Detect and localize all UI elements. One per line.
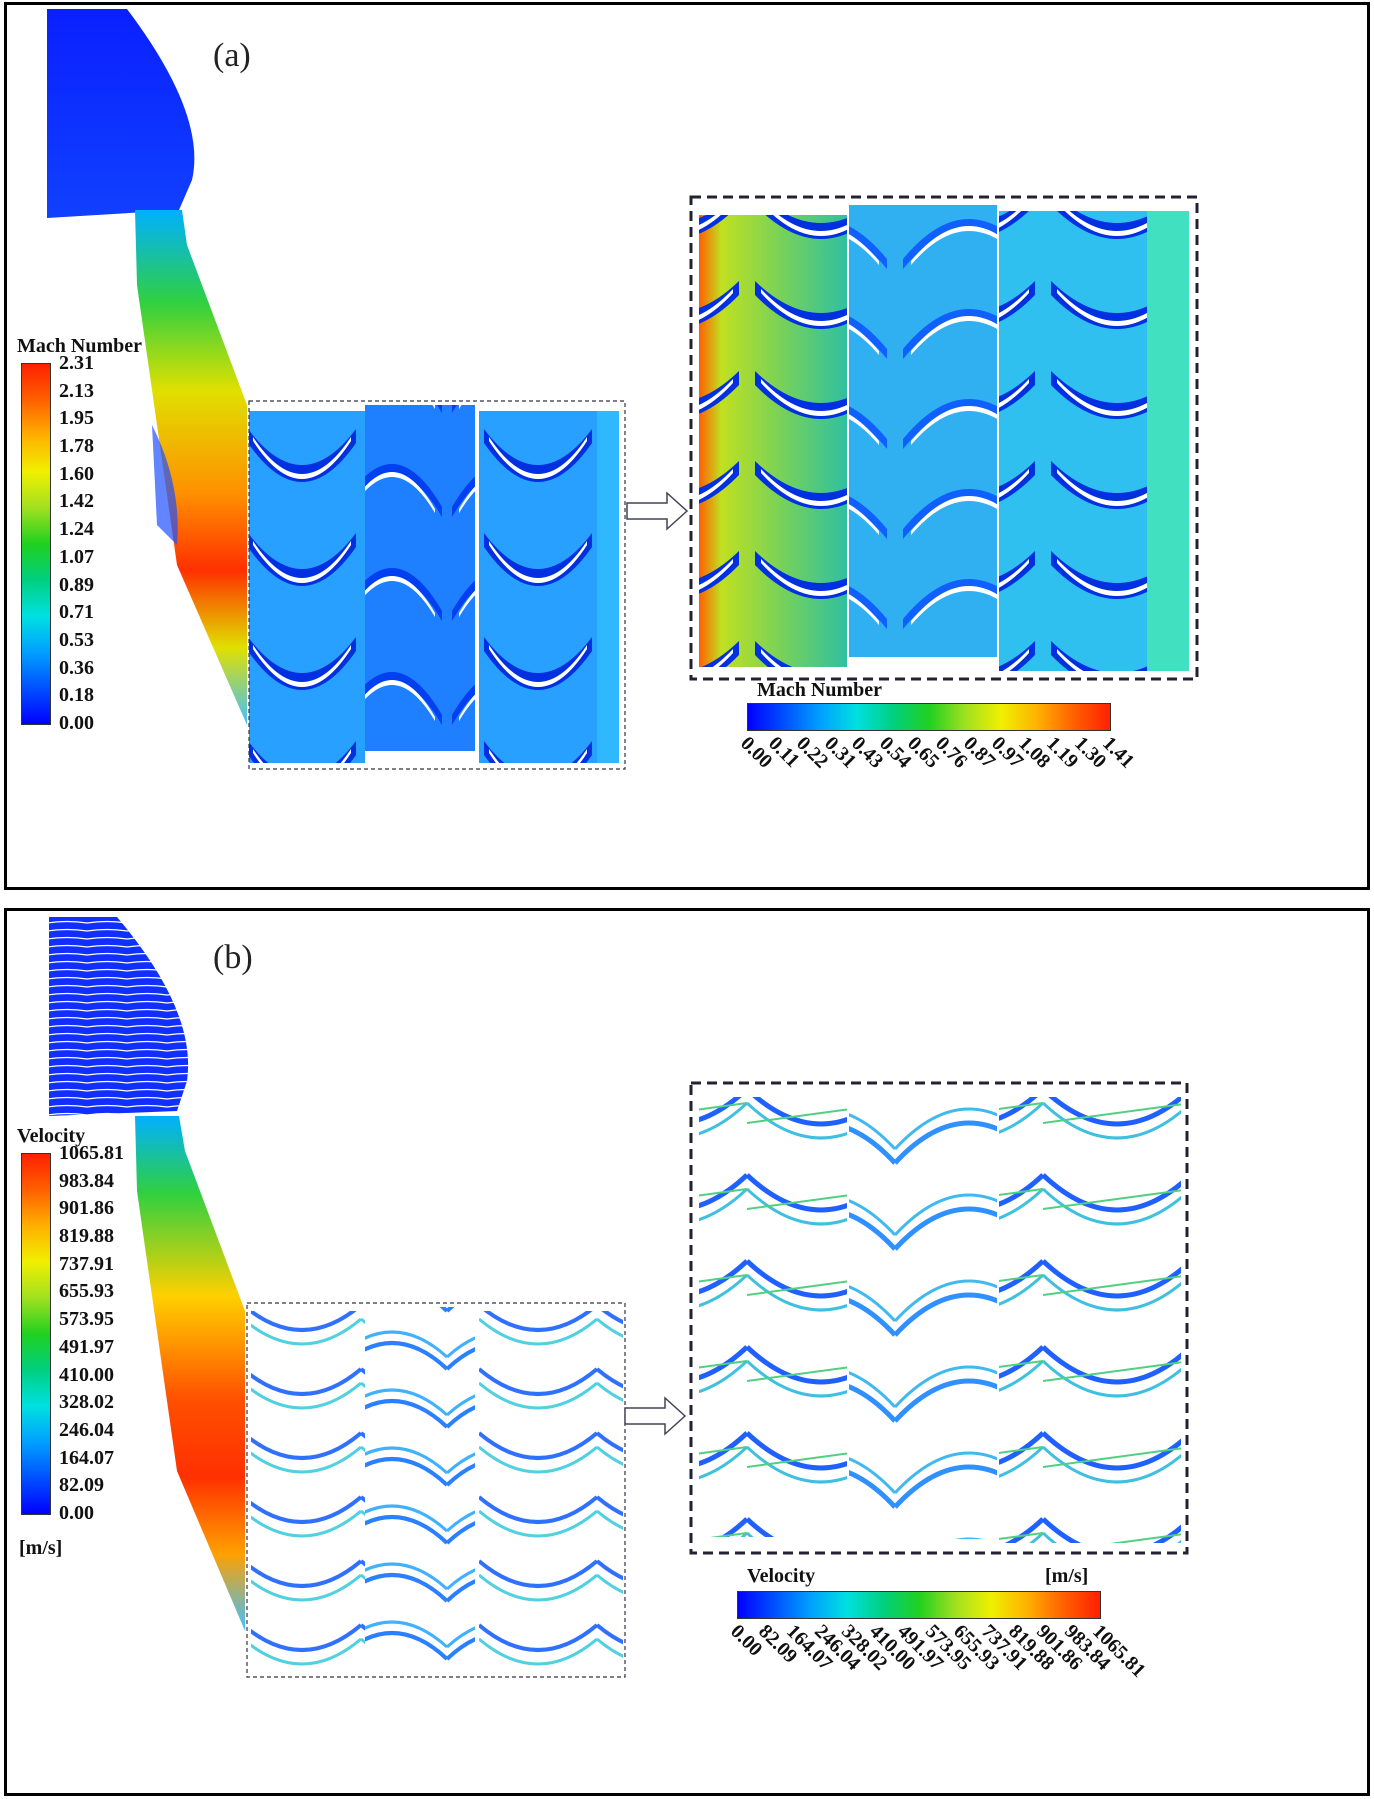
zoom-legend-title-velocity: Velocity [747, 1565, 816, 1587]
zoom-legend-unit: [m/s] [1045, 1565, 1089, 1587]
velocity-streamline-plot [49, 917, 1189, 1678]
streamline-cascade [251, 1307, 623, 1671]
mach-contour-plot [47, 9, 1199, 770]
colorbar-tick-label: 0.00 [59, 712, 94, 734]
zoom-legend-title-mach: Mach Number [757, 679, 882, 701]
colorbar-tick-label: 328.02 [59, 1391, 114, 1414]
colorbar-tick-label: 1.42 [59, 490, 94, 513]
zoomed-view-frame-b [689, 1081, 1189, 1555]
legend-title-velocity: Velocity [17, 1125, 86, 1147]
colorbar-tick-label: 1065.81 [59, 1142, 124, 1164]
colorbar-tick-label: 573.95 [59, 1308, 114, 1331]
zoom-region-box-b [246, 1302, 626, 1678]
colorbar-tick-label: 0.36 [59, 656, 94, 679]
colorbar-tick-label: 2.13 [59, 379, 94, 402]
colorbar-tick-label: 1.07 [59, 545, 94, 568]
legend-title-mach: Mach Number [17, 335, 142, 357]
colorbar-tick-label: 0.00 [59, 1502, 94, 1524]
colorbar-tick-label: 655.93 [59, 1280, 114, 1303]
colorbar-tick-label: 901.86 [59, 1197, 114, 1220]
colorbar-tick-label: 1.24 [59, 518, 94, 541]
zoomed-streamlines [699, 1091, 1181, 1543]
inlet-streamlines [49, 917, 189, 1116]
colorbar-mach [21, 363, 51, 725]
colorbar-tick-label: 1.78 [59, 435, 94, 458]
zoom-arrow-b [624, 1396, 687, 1436]
colorbar-tick-label: 82.09 [59, 1474, 104, 1497]
zoomed-cascade [699, 205, 1189, 671]
panel-a-mach-number: (a) [4, 2, 1370, 890]
colorbar-tick-label: 0.18 [59, 684, 94, 707]
zoom-colorbar-mach [747, 703, 1111, 731]
colorbar-velocity [21, 1153, 51, 1515]
panel-b-velocity: (b) [4, 908, 1370, 1796]
zoom-colorbar-velocity [737, 1591, 1101, 1619]
colorbar-tick-label: 1.95 [59, 407, 94, 430]
colorbar-tick-label: 0.53 [59, 628, 94, 651]
zoomed-view-frame [689, 195, 1199, 681]
colorbar-tick-label: 164.07 [59, 1446, 114, 1469]
colorbar-tick-label: 2.31 [59, 352, 94, 374]
colorbar-tick-label: 410.00 [59, 1363, 114, 1386]
colorbar-tick-label: 0.71 [59, 601, 94, 624]
colorbar-tick-label: 246.04 [59, 1418, 114, 1441]
inlet-chamber [47, 9, 195, 218]
zoom-arrow [626, 491, 689, 531]
colorbar-tick-label: 983.84 [59, 1169, 114, 1192]
colorbar-tick-label: 819.88 [59, 1225, 114, 1248]
panel-label-a: (a) [213, 37, 251, 74]
panel-label-b: (b) [213, 939, 253, 976]
nozzle-velocity [135, 1116, 245, 1631]
zoom-region-box [248, 400, 626, 770]
colorbar-tick-label: 737.91 [59, 1252, 114, 1275]
colorbar-tick-label: 0.89 [59, 573, 94, 596]
nozzle-region [135, 210, 247, 725]
colorbar-tick-label: 491.97 [59, 1335, 114, 1358]
legend-unit: [m/s] [19, 1537, 63, 1559]
colorbar-tick-label: 1.60 [59, 462, 94, 485]
blade-cascade [249, 405, 619, 763]
